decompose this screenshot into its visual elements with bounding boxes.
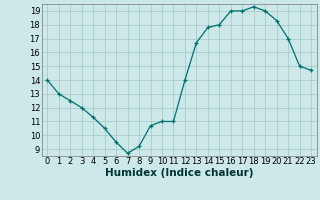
X-axis label: Humidex (Indice chaleur): Humidex (Indice chaleur): [105, 168, 253, 178]
